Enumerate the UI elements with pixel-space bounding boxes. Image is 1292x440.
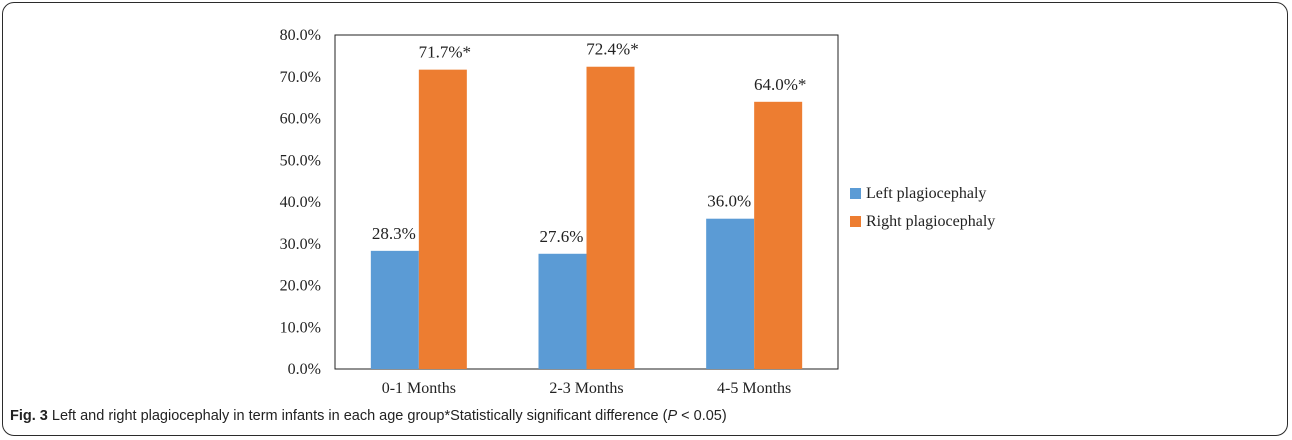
legend-swatch [850, 216, 861, 227]
data-label: 28.3% [372, 224, 416, 243]
legend-swatch [850, 188, 861, 199]
x-tick-label: 0-1 Months [382, 380, 456, 397]
x-tick-label: 2-3 Months [549, 380, 623, 397]
y-tick-label: 70.0% [280, 69, 321, 86]
y-tick-label: 60.0% [280, 111, 321, 128]
legend: Left plagiocephaly Right plagiocephaly [850, 185, 995, 230]
caption-text: Left and right plagiocephaly in term inf… [47, 408, 668, 424]
y-axis: 0.0% 10.0% 20.0% 30.0% 40.0% 50.0% 60.0% 70.0% 8… [280, 27, 321, 378]
caption-p-value: < 0.05) [677, 408, 727, 424]
bar-left-plagiocephaly [538, 253, 587, 369]
figure-number: Fig. 3 [10, 408, 48, 424]
bar-right-plagiocephaly [754, 101, 803, 370]
p-symbol: P [667, 408, 678, 424]
data-label: 72.4%* [586, 40, 638, 59]
bar-left-plagiocephaly [706, 218, 755, 369]
legend-label: Right plagiocephaly [866, 213, 995, 230]
y-tick-label: 10.0% [280, 319, 321, 336]
y-tick-label: 0.0% [288, 361, 321, 378]
data-label: 71.7%* [419, 43, 471, 62]
data-label: 27.6% [540, 227, 584, 246]
bar-right-plagiocephaly [586, 66, 635, 369]
legend-label: Left plagiocephaly [866, 185, 986, 202]
y-tick-label: 50.0% [280, 152, 321, 169]
data-label: 64.0%* [754, 75, 806, 94]
bar-right-plagiocephaly [418, 69, 467, 369]
x-tick-label: 4-5 Months [717, 380, 791, 397]
y-tick-label: 80.0% [280, 27, 321, 44]
y-tick-label: 20.0% [280, 278, 321, 295]
data-label: 36.0% [707, 192, 751, 211]
bar-left-plagiocephaly [370, 250, 419, 369]
bars-group [370, 66, 803, 370]
y-tick-label: 40.0% [280, 194, 321, 211]
data-labels: 28.3% 71.7%* 27.6% 72.4%* 36.0% 64.0%* [372, 40, 807, 246]
figure-caption: Fig. 3 Left and right plagiocephaly in t… [10, 408, 1280, 424]
x-axis: 0-1 Months 2-3 Months 4-5 Months [382, 380, 792, 397]
y-tick-label: 30.0% [280, 236, 321, 253]
